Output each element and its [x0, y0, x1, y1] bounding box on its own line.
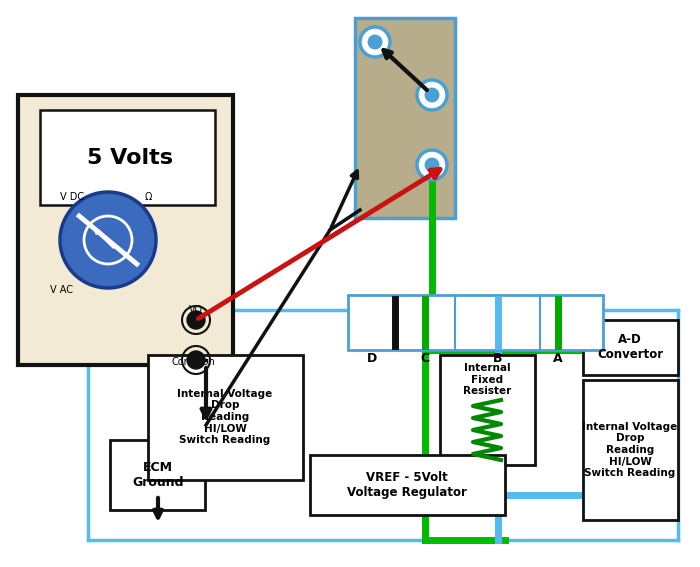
Text: ECM
Ground: ECM Ground: [132, 461, 183, 489]
Bar: [583, 320, 678, 375]
Bar: [110, 440, 205, 510]
Bar: [40, 110, 215, 205]
Bar: [148, 355, 303, 480]
Bar: [583, 380, 678, 520]
Text: A: A: [553, 352, 563, 365]
Text: Internal Voltage
Drop
Reading
HI/LOW
Switch Reading: Internal Voltage Drop Reading HI/LOW Swi…: [582, 422, 678, 478]
Bar: [355, 18, 455, 218]
Bar: [18, 95, 233, 365]
Bar: [440, 355, 535, 465]
Text: D: D: [367, 352, 377, 365]
Circle shape: [60, 192, 156, 288]
Text: B: B: [494, 352, 503, 365]
Text: A-D
Convertor: A-D Convertor: [597, 333, 663, 361]
Circle shape: [187, 311, 205, 329]
Circle shape: [426, 158, 439, 172]
Text: VΩ: VΩ: [189, 305, 203, 315]
Circle shape: [417, 80, 447, 110]
Bar: [348, 295, 603, 350]
Text: V DC: V DC: [60, 192, 84, 202]
Text: V AC: V AC: [50, 285, 74, 295]
Bar: [88, 310, 678, 540]
Text: VREF - 5Volt
Voltage Regulator: VREF - 5Volt Voltage Regulator: [347, 471, 467, 499]
Text: Ω: Ω: [144, 192, 152, 202]
Circle shape: [417, 150, 447, 180]
Circle shape: [187, 351, 205, 369]
Bar: [310, 455, 505, 515]
Text: Internal Voltage
Drop
Reading
HI/LOW
Switch Reading: Internal Voltage Drop Reading HI/LOW Swi…: [177, 389, 272, 445]
Text: Common: Common: [171, 357, 215, 367]
Text: Internal
Fixed
Resister: Internal Fixed Resister: [463, 363, 511, 396]
Text: C: C: [421, 352, 430, 365]
Text: 5 Volts: 5 Volts: [87, 148, 173, 168]
Circle shape: [426, 88, 439, 101]
Circle shape: [368, 35, 382, 49]
Circle shape: [360, 27, 390, 57]
